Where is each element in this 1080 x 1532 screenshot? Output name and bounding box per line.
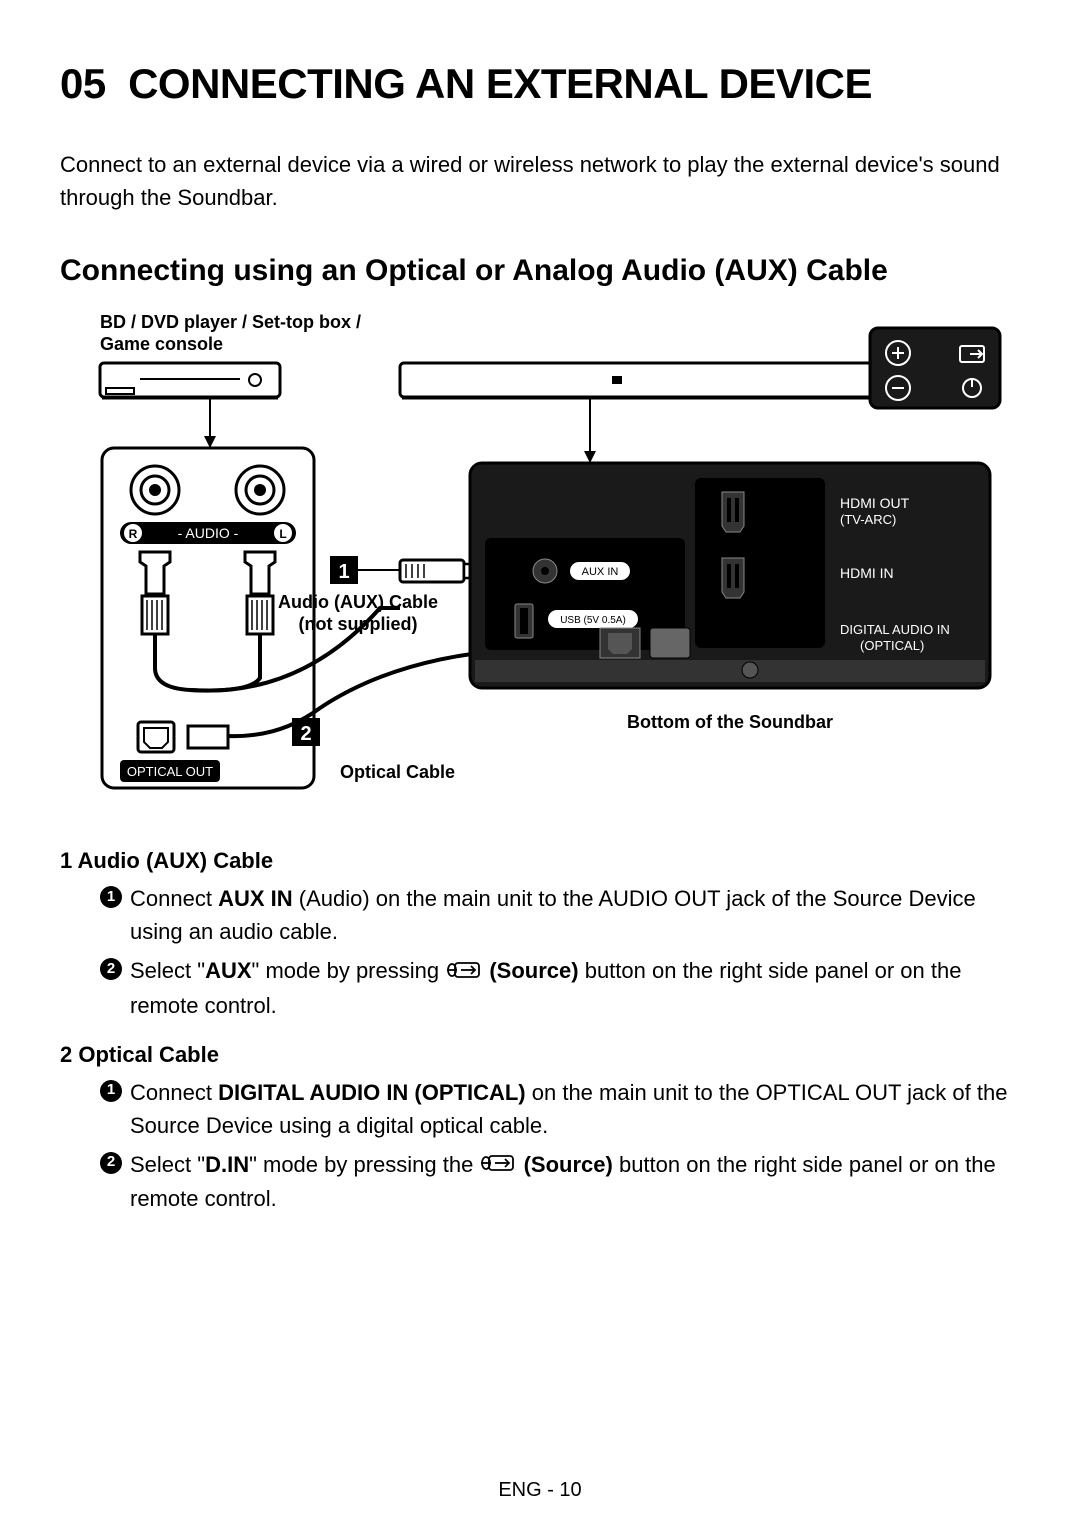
svg-text:(TV-ARC): (TV-ARC) bbox=[840, 512, 896, 527]
bold-text: D.IN bbox=[205, 1152, 249, 1177]
device-label-2: Game console bbox=[100, 334, 223, 354]
svg-text:2: 2 bbox=[300, 723, 311, 745]
step-number-icon: 2 bbox=[100, 958, 122, 980]
step-number-icon: 2 bbox=[100, 1152, 122, 1174]
svg-text:Optical Cable: Optical Cable bbox=[340, 762, 455, 782]
svg-text:R: R bbox=[129, 527, 138, 541]
instruction-step: 1Connect AUX IN (Audio) on the main unit… bbox=[100, 882, 1020, 948]
svg-text:(OPTICAL): (OPTICAL) bbox=[860, 638, 924, 653]
bold-text: AUX bbox=[205, 958, 251, 983]
svg-text:USB (5V 0.5A): USB (5V 0.5A) bbox=[560, 615, 626, 626]
soundbar-top-icon bbox=[400, 363, 930, 398]
bold-text: AUX IN bbox=[218, 886, 293, 911]
svg-text:HDMI IN: HDMI IN bbox=[840, 565, 894, 581]
source-icon bbox=[447, 956, 481, 989]
page-footer: ENG - 10 bbox=[0, 1479, 1080, 1502]
instruction-heading: 1 Audio (AUX) Cable bbox=[60, 848, 1020, 874]
svg-text:Audio (AUX) Cable: Audio (AUX) Cable bbox=[278, 592, 438, 612]
svg-text:DIGITAL AUDIO IN: DIGITAL AUDIO IN bbox=[840, 622, 950, 637]
instructions: 1 Audio (AUX) Cable 1Connect AUX IN (Audi… bbox=[60, 848, 1020, 1215]
source-device-icon bbox=[100, 363, 280, 398]
svg-text:OPTICAL OUT: OPTICAL OUT bbox=[127, 764, 213, 779]
control-panel-icon bbox=[870, 328, 1000, 408]
svg-text:HDMI OUT: HDMI OUT bbox=[840, 495, 910, 511]
svg-text:Bottom of the Soundbar: Bottom of the Soundbar bbox=[627, 712, 833, 732]
instruction-step: 2Select "AUX" mode by pressing (Source) … bbox=[100, 954, 1020, 1022]
bold-text: DIGITAL AUDIO IN (OPTICAL) bbox=[218, 1080, 526, 1105]
instruction-number: 2 bbox=[60, 1042, 72, 1067]
intro-text: Connect to an external device via a wire… bbox=[60, 148, 1020, 214]
bold-text: (Source) bbox=[489, 958, 578, 983]
instruction-title: Optical Cable bbox=[78, 1042, 219, 1067]
connection-diagram: BD / DVD player / Set-top box / Game con… bbox=[60, 308, 1020, 808]
instruction-number: 1 bbox=[60, 848, 72, 873]
svg-text:AUX IN: AUX IN bbox=[582, 566, 619, 578]
instruction-heading: 2 Optical Cable bbox=[60, 1042, 1020, 1068]
instruction-step: 1Connect DIGITAL AUDIO IN (OPTICAL) on t… bbox=[100, 1076, 1020, 1142]
svg-text:(not supplied): (not supplied) bbox=[299, 614, 418, 634]
bold-text: (Source) bbox=[524, 1152, 613, 1177]
source-icon bbox=[481, 1149, 515, 1182]
instruction-step: 2Select "D.IN" mode by pressing the (Sou… bbox=[100, 1148, 1020, 1216]
step-number-icon: 1 bbox=[100, 886, 122, 908]
soundbar-bottom-panel: AUX IN USB (5V 0.5A) HDMI OUT (TV-ARC) bbox=[470, 463, 990, 688]
instruction-block: 2 Optical Cable 1Connect DIGITAL AUDIO IN… bbox=[60, 1042, 1020, 1216]
step-number-icon: 1 bbox=[100, 1080, 122, 1102]
instruction-block: 1 Audio (AUX) Cable 1Connect AUX IN (Audi… bbox=[60, 848, 1020, 1022]
section-heading: 05 CONNECTING AN EXTERNAL DEVICE bbox=[60, 60, 1020, 108]
svg-text:- AUDIO -: - AUDIO - bbox=[178, 525, 239, 541]
svg-text:L: L bbox=[279, 527, 286, 541]
instruction-title: Audio (AUX) Cable bbox=[78, 848, 274, 873]
svg-text:1: 1 bbox=[338, 561, 349, 583]
section-number: 05 bbox=[60, 60, 106, 107]
device-label-1: BD / DVD player / Set-top box / bbox=[100, 312, 361, 332]
subsection-heading: Connecting using an Optical or Analog Au… bbox=[60, 254, 1020, 288]
section-title: CONNECTING AN EXTERNAL DEVICE bbox=[128, 60, 872, 107]
